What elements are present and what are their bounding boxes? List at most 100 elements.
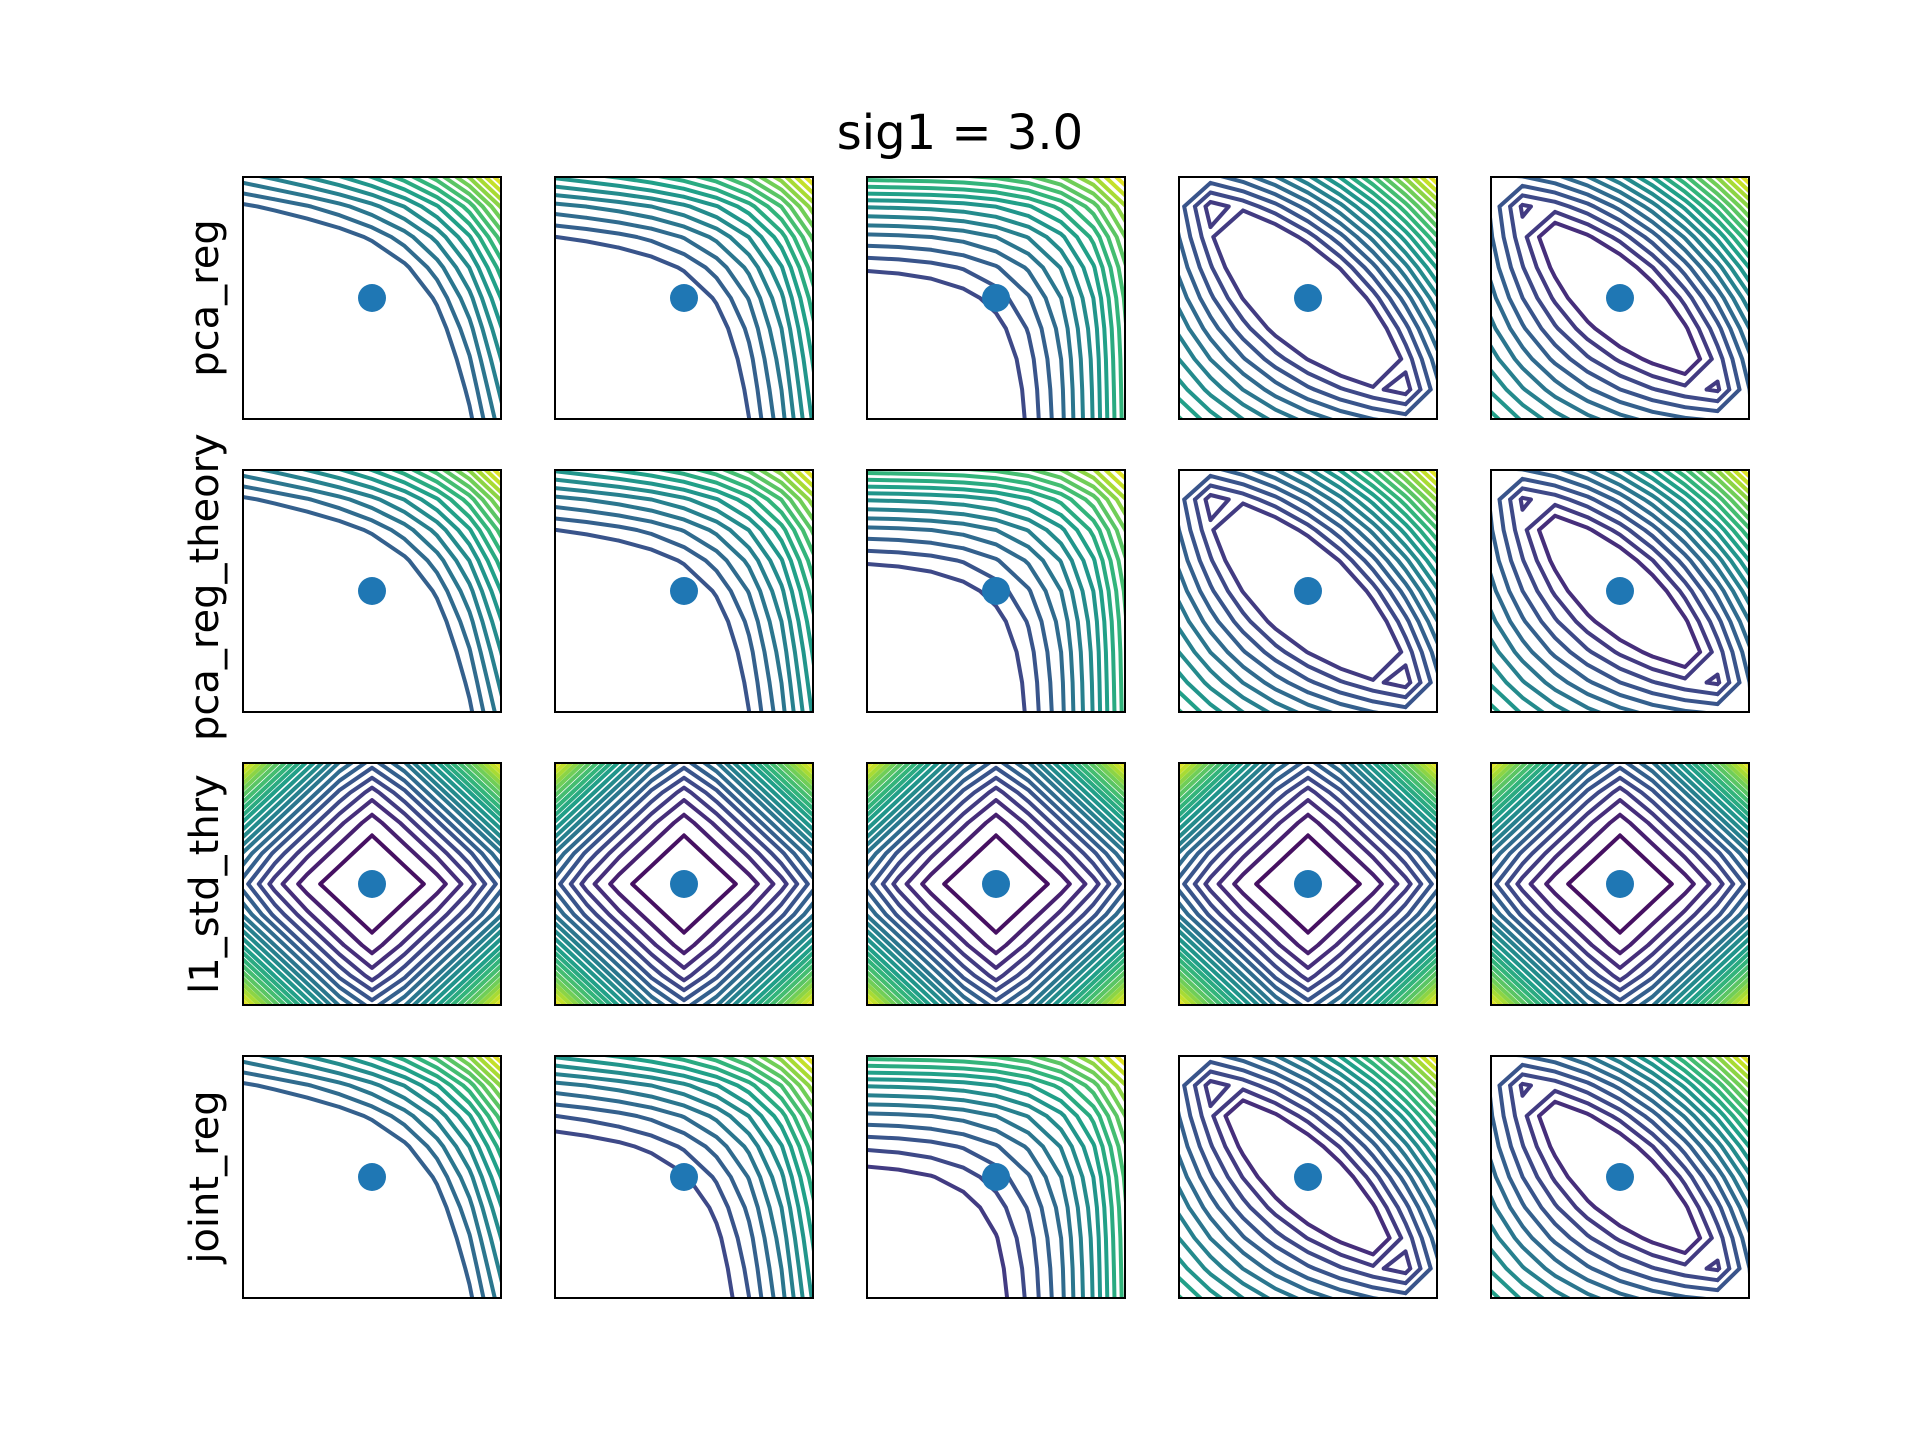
contour-line	[554, 527, 752, 713]
contour-line	[1490, 762, 1750, 1006]
contour-line	[1518, 1081, 1722, 1273]
contour-line	[1537, 513, 1703, 669]
contour-line	[242, 180, 497, 420]
contour-panel-r3-c4	[1178, 762, 1438, 1006]
contour-line	[1178, 469, 1438, 713]
contour-line	[554, 477, 805, 713]
contour-line	[1178, 762, 1438, 1006]
contour-line	[1490, 469, 1750, 713]
contour-line	[904, 798, 1088, 970]
contour-line	[474, 1055, 502, 1082]
center-marker	[1294, 577, 1322, 605]
contour-line	[720, 176, 814, 264]
contour-line	[866, 762, 1126, 1006]
contour-line	[554, 193, 796, 420]
contour-panel-r3-c1	[242, 762, 502, 1006]
contour-panel-r2-c4	[1178, 469, 1438, 713]
contour-line	[242, 762, 502, 1006]
contour-line	[1722, 1055, 1750, 1081]
center-marker	[1606, 870, 1634, 898]
row-label-joint-reg: joint_reg	[182, 1090, 228, 1264]
contour-line	[1490, 176, 1750, 420]
contour-line	[866, 471, 1124, 713]
contour-line	[1178, 469, 1438, 713]
contour-line	[1490, 762, 1750, 1006]
contour-panel-r1-c4	[1178, 176, 1438, 420]
contour-line	[1490, 1055, 1750, 1299]
contour-line	[866, 491, 1103, 713]
contour-line	[1672, 469, 1750, 542]
center-marker	[670, 284, 698, 312]
contour-line	[866, 762, 1126, 1006]
contour-line	[1091, 176, 1126, 209]
contour-line	[389, 469, 502, 575]
contour-line	[1490, 1055, 1750, 1299]
contour-line	[554, 762, 814, 1006]
contour-line	[554, 223, 764, 420]
panel-frame	[1490, 762, 1750, 1006]
contour-line	[1178, 762, 1438, 1006]
panel-frame	[554, 1055, 814, 1299]
contour-line	[554, 201, 787, 420]
contour-line	[554, 762, 814, 1006]
contour-line	[1490, 762, 1750, 1006]
contour-line	[880, 775, 1112, 993]
contour-line	[1490, 176, 1750, 420]
contour-panel-r4-c4	[1178, 1055, 1438, 1299]
contour-line	[866, 1122, 1054, 1299]
contour-line	[242, 762, 502, 1006]
contour-line	[554, 1113, 752, 1299]
contour-line	[866, 762, 1126, 1006]
center-marker	[1294, 870, 1322, 898]
contour-line	[242, 762, 502, 1006]
contour-line	[866, 762, 1126, 1006]
contour-line	[1409, 1055, 1438, 1082]
contour-line	[1182, 765, 1434, 1003]
row-label-pca-reg-theory: pca_reg_theory	[182, 433, 228, 741]
contour-line	[1371, 176, 1438, 239]
contour-line	[866, 516, 1076, 713]
contour-line	[1254, 833, 1362, 935]
contour-line	[1490, 469, 1750, 713]
panel-frame	[242, 176, 502, 420]
contour-line	[1178, 176, 1438, 420]
contour-line	[554, 762, 814, 1006]
contour-line	[554, 762, 814, 1006]
contour-panel-r1-c3	[866, 176, 1126, 420]
panel-frame	[866, 176, 1126, 420]
contour-line	[1028, 469, 1126, 561]
contour-line	[1359, 1055, 1438, 1129]
contour-line	[1490, 762, 1750, 1006]
contour-line	[1359, 176, 1438, 250]
contour-line	[426, 469, 502, 541]
contour-line	[1497, 1062, 1742, 1293]
contour-line	[792, 1055, 814, 1075]
contour-line	[1528, 798, 1712, 970]
contour-line	[1490, 762, 1750, 1006]
center-marker	[358, 577, 386, 605]
contour-line	[554, 1102, 764, 1299]
contour-line	[1102, 176, 1126, 199]
center-marker	[982, 284, 1010, 312]
contour-line	[554, 762, 814, 1006]
panel-frame	[554, 762, 814, 1006]
contour-line	[1203, 200, 1413, 397]
contour-line	[409, 1055, 502, 1142]
contour-line	[554, 762, 814, 1006]
contour-line	[554, 176, 814, 420]
contour-line	[1490, 762, 1750, 1006]
contour-line	[482, 1055, 502, 1074]
panel-frame	[1490, 469, 1750, 713]
contour-line	[1661, 1055, 1750, 1139]
contour-line	[568, 775, 800, 993]
contour-line	[1028, 176, 1126, 268]
contour-line	[866, 762, 1126, 1006]
contour-line	[1216, 798, 1400, 970]
contour-line	[1490, 469, 1750, 713]
contour-line	[554, 1080, 787, 1299]
contour-line	[693, 176, 814, 290]
contour-line	[1497, 183, 1742, 414]
center-marker	[1606, 1163, 1634, 1191]
contour-line	[554, 762, 814, 1006]
contour-line	[1490, 469, 1750, 713]
